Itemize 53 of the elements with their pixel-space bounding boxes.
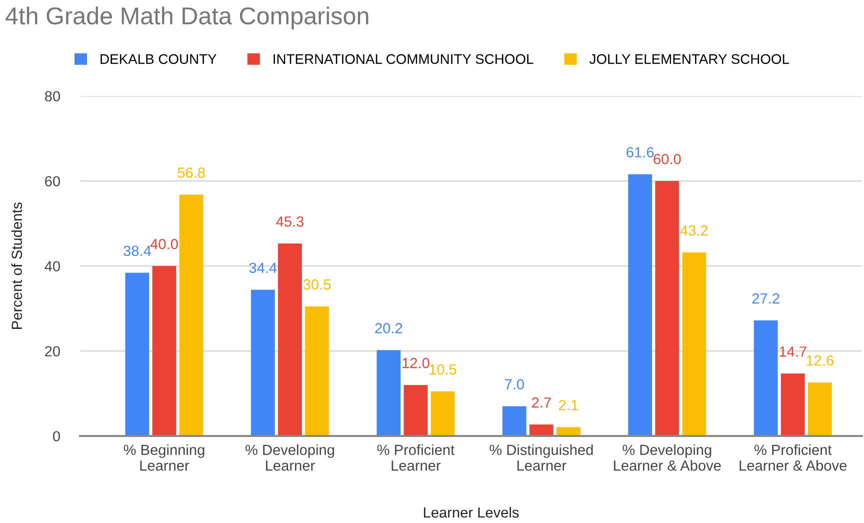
data-label: 56.8: [178, 168, 205, 178]
bar: [430, 391, 455, 436]
data-label: 38.4: [124, 246, 151, 256]
chart-title: 4th Grade Math Data Comparison: [6, 6, 368, 30]
bar: [655, 181, 680, 436]
y-tick-label: 20: [45, 346, 60, 356]
bar: [780, 374, 805, 436]
bar: [376, 350, 401, 436]
data-label: 27.2: [752, 293, 780, 304]
x-axis-title: Learner Levels: [424, 506, 519, 518]
data-label: 20.2: [375, 323, 402, 334]
data-label: 34.4: [249, 262, 277, 274]
bar: [502, 406, 526, 436]
legend-label: INTERNATIONAL COMMUNITY SCHOOL: [274, 54, 534, 64]
bar: [404, 385, 428, 436]
bar: [808, 382, 832, 436]
bar: [278, 243, 302, 436]
data-label: 12.0: [402, 358, 430, 368]
bar: [179, 194, 204, 436]
bar: [125, 272, 150, 436]
bar: [305, 306, 329, 436]
data-label: 60.0: [654, 154, 681, 164]
legend-label: DEKALB COUNTY: [100, 54, 217, 64]
bar: [628, 174, 652, 436]
bar: [754, 320, 778, 436]
data-label: 2.1: [559, 400, 578, 410]
data-label: 30.5: [303, 279, 331, 290]
bar: [529, 424, 554, 436]
data-label: 61.6: [626, 147, 654, 158]
x-tick-label: % Proficient Learner & Above: [740, 444, 847, 471]
x-tick-label: % Developing Learner & Above: [614, 444, 721, 471]
data-label: 12.6: [806, 355, 834, 366]
data-label: 43.2: [680, 225, 708, 236]
y-tick-label: 40: [44, 261, 60, 272]
bar: [250, 290, 275, 436]
bar: [682, 252, 706, 436]
data-label: 7.0: [504, 379, 524, 390]
y-tick-label: 80: [44, 91, 60, 102]
bar: [556, 427, 580, 436]
x-tick-label: % Distinguished Learner: [490, 444, 593, 471]
y-tick-label: 0: [53, 431, 60, 442]
y-axis-title: Percent of Students: [11, 202, 22, 329]
y-tick-label: 60: [45, 176, 60, 186]
x-tick-label: % Proficient Learner: [377, 444, 454, 471]
legend-label: JOLLY ELEMENTARY SCHOOL: [589, 54, 790, 64]
x-tick-label: % Beginning Learner: [124, 444, 204, 471]
data-label: 45.3: [276, 216, 304, 227]
data-label: 40.0: [150, 238, 178, 250]
x-tick-label: % Developing Learner: [245, 444, 334, 471]
data-label: 2.7: [532, 397, 551, 408]
bar: [152, 266, 176, 436]
data-label: 14.7: [780, 346, 806, 357]
data-label: 10.5: [430, 364, 456, 375]
